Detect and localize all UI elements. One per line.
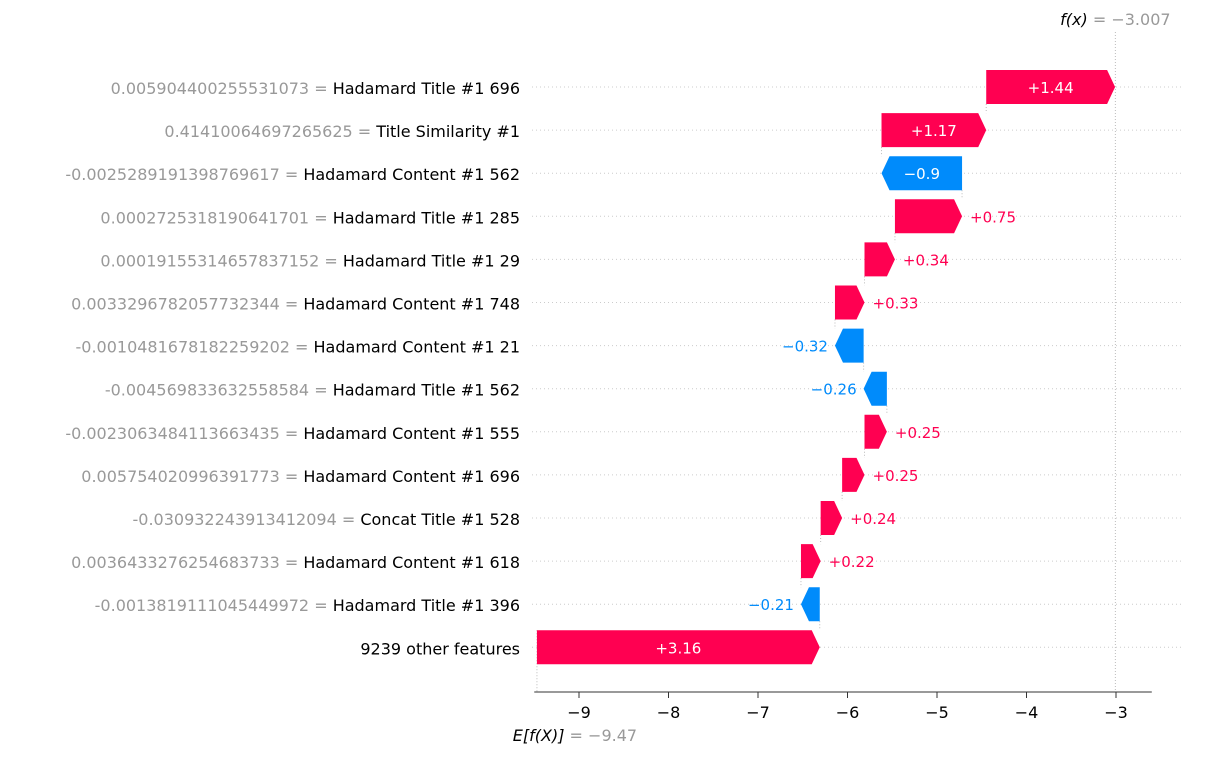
bar-9 <box>864 414 887 449</box>
bar-value-label: +0.34 <box>903 251 949 269</box>
feature-value: -0.0025289191398769617 = <box>65 165 303 184</box>
bar-value-label: +1.17 <box>911 122 957 140</box>
feature-label: -0.030932243913412094 = Concat Title #1 … <box>132 510 520 529</box>
base-symbol: E[f(X)] <box>513 726 565 745</box>
feature-label: 0.00019155314657837152 = Hadamard Title … <box>100 251 520 270</box>
bar-12 <box>800 544 821 579</box>
feature-name: 9239 other features <box>360 639 520 658</box>
bar-value-label: −0.21 <box>748 596 794 614</box>
feature-name: Hadamard Title #1 396 <box>333 596 520 615</box>
output-symbol: f(x) <box>1060 10 1088 29</box>
feature-label: 9239 other features <box>360 639 520 658</box>
bar-14 <box>536 630 820 665</box>
bar-10 <box>842 457 865 492</box>
feature-label: -0.0025289191398769617 = Hadamard Conten… <box>65 165 520 184</box>
bar-value-label: +3.16 <box>655 639 701 657</box>
feature-value: 0.0033296782057732344 = <box>71 294 303 313</box>
feature-label: -0.0010481678182259202 = Hadamard Conten… <box>75 337 520 356</box>
feature-label: -0.004569833632558584 = Hadamard Title #… <box>105 380 520 399</box>
feature-label: 0.0033296782057732344 = Hadamard Content… <box>71 294 520 313</box>
bar-value-label: +0.25 <box>895 424 941 442</box>
feature-labels: 0.005904400255531073 = Hadamard Title #1… <box>65 79 520 658</box>
feature-name: Hadamard Title #1 29 <box>343 251 520 270</box>
bar-value-label: +0.22 <box>829 553 875 571</box>
feature-value: -0.004569833632558584 = <box>105 380 333 399</box>
feature-label: 0.005904400255531073 = Hadamard Title #1… <box>111 79 520 98</box>
x-tick-label: −5 <box>925 703 949 722</box>
feature-label: 0.0036433276254683733 = Hadamard Content… <box>71 553 520 572</box>
feature-value: -0.030932243913412094 = <box>132 510 360 529</box>
bar-2 <box>881 113 987 148</box>
base-value-label: E[f(X)] = −9.47 <box>513 726 637 745</box>
output-value-text: = −3.007 <box>1088 10 1171 29</box>
bar-value-label: +0.25 <box>873 467 919 485</box>
feature-value: -0.0010481678182259202 = <box>75 337 313 356</box>
bar-6 <box>834 285 865 320</box>
bar-1 <box>986 70 1116 104</box>
bar-3 <box>881 156 963 191</box>
bar-8 <box>863 371 887 406</box>
feature-value: 0.0036433276254683733 = <box>71 553 303 572</box>
feature-label: 0.005754020996391773 = Hadamard Content … <box>81 466 520 485</box>
feature-name: Hadamard Content #1 562 <box>303 165 520 184</box>
bar-7 <box>834 328 864 363</box>
feature-value: 0.005904400255531073 = <box>111 79 333 98</box>
reference-lines <box>536 32 1116 692</box>
x-tick-label: −3 <box>1104 703 1128 722</box>
output-annotation: f(x) = −3.007 <box>1060 10 1170 29</box>
x-tick-label: −9 <box>567 703 591 722</box>
feature-name: Hadamard Content #1 696 <box>303 466 520 485</box>
x-tick-label: −7 <box>746 703 770 722</box>
bar-value-label: +0.24 <box>850 510 896 528</box>
bars: +1.44 +1.17 −0.9 +0.75 +0.34 +0.33 −0.32 −0.26 +… <box>536 70 1116 665</box>
base-annotation: E[f(X)] = −9.47 <box>513 726 637 745</box>
feature-value: -0.0023063484113663435 = <box>65 423 303 442</box>
bar-11 <box>820 501 843 535</box>
feature-name: Title Similarity #1 <box>375 122 520 141</box>
bar-4 <box>894 199 963 234</box>
bar-value-label: −0.26 <box>811 381 857 399</box>
feature-label: 0.0002725318190641701 = Hadamard Title #… <box>100 208 520 227</box>
feature-name: Hadamard Title #1 562 <box>333 380 520 399</box>
feature-value: 0.41410064697265625 = <box>164 122 376 141</box>
bar-value-label: −0.9 <box>904 165 940 183</box>
bar-13 <box>800 587 820 622</box>
x-tick-label: −8 <box>657 703 681 722</box>
feature-value: -0.0013819111045449972 = <box>95 596 333 615</box>
bar-value-label: −0.32 <box>782 338 828 356</box>
bar-value-label: +0.75 <box>970 208 1016 226</box>
bar-value-label: +1.44 <box>1028 79 1074 97</box>
feature-label: -0.0013819111045449972 = Hadamard Title … <box>95 596 520 615</box>
feature-name: Hadamard Content #1 555 <box>303 423 520 442</box>
base-value-text: = −9.47 <box>564 726 637 745</box>
x-tick-label: −4 <box>1015 703 1039 722</box>
feature-name: Hadamard Title #1 696 <box>333 79 520 98</box>
feature-name: Hadamard Content #1 618 <box>303 553 520 572</box>
x-tick-label: −6 <box>836 703 860 722</box>
bar-value-label: +0.33 <box>873 295 919 313</box>
x-axis: −9 −8 −7 −6 −5 −4 −3 <box>534 691 1152 722</box>
feature-value: 0.00019155314657837152 = <box>100 251 342 270</box>
feature-value: 0.005754020996391773 = <box>81 466 303 485</box>
bar-5 <box>864 242 895 277</box>
feature-label: -0.0023063484113663435 = Hadamard Conten… <box>65 423 520 442</box>
output-value-label: f(x) = −3.007 <box>1060 10 1170 29</box>
feature-name: Hadamard Content #1 748 <box>303 294 520 313</box>
feature-name: Hadamard Title #1 285 <box>333 208 520 227</box>
feature-label: 0.41410064697265625 = Title Similarity #… <box>164 122 520 141</box>
feature-name: Concat Title #1 528 <box>360 510 520 529</box>
feature-value: 0.0002725318190641701 = <box>100 208 332 227</box>
feature-name: Hadamard Content #1 21 <box>314 337 520 356</box>
